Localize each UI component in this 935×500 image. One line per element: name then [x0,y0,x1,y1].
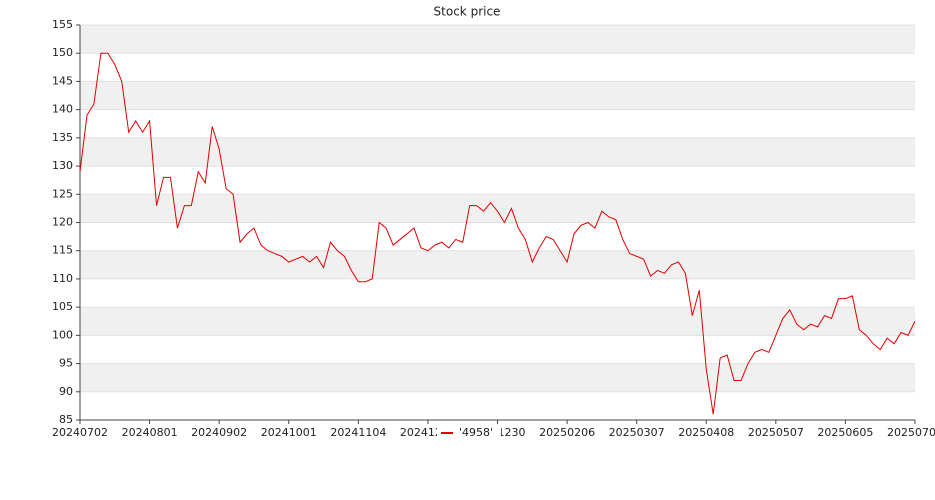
y-tick-label: 120 [52,216,73,229]
y-tick-label: 150 [52,46,73,59]
y-tick-label: 155 [52,18,73,31]
line-series [79,52,916,415]
grid-band [80,250,915,279]
y-tick-label: 105 [52,300,73,313]
grid-band [80,194,915,223]
y-tick-label: 115 [52,244,73,257]
x-tick-label: 20241104 [330,426,386,439]
y-tick-label: 100 [52,328,73,341]
x-tick-label: 20250605 [817,426,873,439]
x-tick-label: 20250408 [678,426,734,439]
chart-title: Stock price [434,5,501,19]
grid-band [80,137,915,167]
y-tick-label: 110 [52,272,73,285]
x-tick-label: 20250206 [539,426,595,439]
legend-label: '4958' [459,426,493,439]
x-tick-label: 20240902 [191,426,247,439]
y-tick-label: 145 [52,74,73,87]
grid-band [80,25,915,54]
y-tick-label: 140 [52,103,73,116]
legend-box [437,424,501,442]
x-tick-label: 20240702 [52,426,108,439]
x-tick-label: 20241001 [261,426,317,439]
y-tick-label: 95 [59,357,73,370]
y-tick-label: 85 [59,413,73,426]
x-tick-label: 20240801 [122,426,178,439]
y-tick-label: 90 [59,385,73,398]
x-tick-label: 20250307 [609,426,665,439]
x-tick-label: 20250507 [748,426,804,439]
grid-band [80,81,915,110]
y-tick-label: 135 [52,131,73,144]
x-tick-label: 20250704 [887,426,935,439]
y-tick-label: 130 [52,159,73,172]
legend: '4958' [437,424,501,442]
grid-band [80,307,915,336]
grid-band [80,363,915,392]
y-tick-label: 125 [52,187,73,200]
